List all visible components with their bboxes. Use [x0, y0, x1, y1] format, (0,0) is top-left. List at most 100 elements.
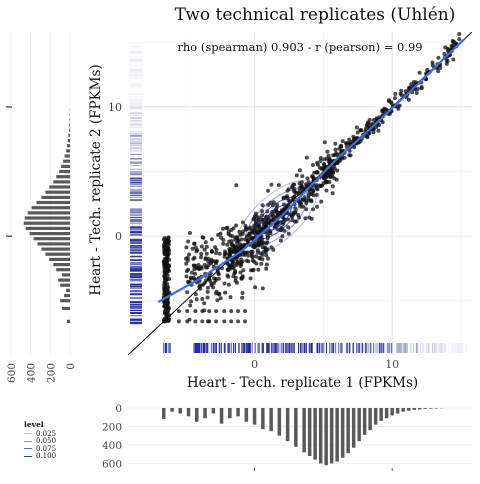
scatter-point [163, 274, 167, 278]
scatter-point [191, 276, 195, 280]
scatter-point [225, 243, 229, 247]
scatter-point [326, 171, 330, 175]
chart-subtitle: rho (spearman) 0.903 - r (pearson) = 0.9… [140, 40, 460, 54]
histogram-bar [261, 408, 265, 429]
scatter-point [295, 173, 299, 177]
histogram-bar [429, 408, 433, 409]
scatter-point [446, 59, 450, 63]
scatter-point [177, 309, 181, 313]
scatter-point [207, 309, 211, 313]
histogram-bar [69, 129, 70, 132]
histogram-bar [195, 408, 199, 422]
scatter-point [269, 183, 273, 187]
scatter-point [381, 120, 385, 124]
y-tick-label: 0 [115, 230, 122, 243]
histogram-bar [346, 408, 350, 453]
x-tick-label: 10 [385, 358, 399, 371]
scatter-point [457, 32, 461, 36]
scatter-point [339, 144, 343, 148]
scatter-point [165, 253, 169, 257]
scatter-point [165, 289, 169, 293]
scatter-point [381, 109, 385, 113]
scatter-point [193, 319, 197, 323]
histogram-bar [357, 408, 361, 441]
histogram-bar [228, 408, 232, 418]
histogram-bar [69, 123, 70, 126]
histogram-tick-label: 0 [115, 403, 122, 415]
plot-area [117, 32, 472, 365]
scatter-point [192, 242, 196, 246]
scatter-point [195, 248, 199, 252]
histogram-bar [236, 408, 240, 416]
histogram-bar [363, 408, 367, 435]
scatter-point [207, 263, 211, 267]
scatter-point [203, 263, 207, 267]
scatter-point [328, 180, 332, 184]
scatter-point [200, 319, 204, 323]
scatter-point [239, 264, 243, 268]
histogram-bar [60, 284, 70, 287]
scatter-point [346, 141, 350, 145]
scatter-point [393, 92, 397, 96]
histogram-bar [179, 408, 183, 414]
scatter-point [347, 138, 351, 142]
scatter-point [323, 140, 327, 144]
scatter-point [217, 272, 221, 276]
histogram-bar [308, 408, 312, 456]
histogram-bar [401, 408, 405, 412]
scatter-point [277, 183, 281, 187]
scatter-point [185, 269, 189, 273]
scatter-point [325, 150, 329, 154]
scatter-point [210, 282, 214, 286]
scatter-point [240, 296, 244, 300]
scatter-point [243, 309, 247, 313]
scatter-point [215, 259, 219, 263]
scatter-point [229, 319, 233, 323]
histogram-bar [203, 408, 207, 418]
scatter-point [209, 259, 213, 263]
histogram-bar [34, 237, 70, 240]
scatter-point [166, 236, 170, 240]
fit-line [158, 40, 463, 302]
scatter-point [334, 148, 338, 152]
scatter-point [393, 96, 397, 100]
scatter-point [217, 292, 221, 296]
scatter-point [341, 139, 345, 143]
histogram-bar [63, 160, 70, 163]
scatter-point [206, 290, 210, 294]
histogram-bar [319, 408, 323, 463]
scatter-point [263, 246, 267, 250]
scatter-point [177, 319, 181, 323]
histogram-bar [25, 216, 70, 219]
histogram-bar [60, 299, 70, 302]
scatter-point [340, 157, 344, 161]
scatter-point [244, 251, 248, 255]
scatter-point [310, 217, 314, 221]
histogram-bar [385, 408, 389, 418]
y-axis-label: Heart - Tech. replicate 2 (FPKMs) [88, 64, 104, 295]
histogram-bar [32, 206, 70, 209]
histogram-bar [65, 154, 70, 157]
histogram-bar [253, 408, 256, 425]
scatter-point [227, 283, 231, 287]
scatter-point [234, 183, 238, 187]
histogram-tick-label: 0 [65, 363, 77, 370]
scatter-point [264, 267, 268, 271]
scatter-point [206, 319, 210, 323]
scatter-point [356, 131, 360, 135]
scatter-point [236, 309, 240, 313]
histogram-bar [62, 307, 70, 310]
scatter-point [300, 174, 304, 178]
scatter-point [322, 181, 326, 185]
scatter-point [165, 282, 169, 286]
scatter-point [316, 163, 320, 167]
density-legend: level 0.025 0.050 0.075 0.100 [24, 420, 56, 460]
scatter-point [256, 268, 260, 272]
scatter-point [223, 250, 227, 254]
histogram-bar [220, 408, 224, 424]
scatter-point [187, 252, 191, 256]
scatter-point [213, 245, 217, 249]
scatter-point [188, 304, 192, 308]
scatter-point [307, 191, 311, 195]
scatter-point [261, 286, 265, 290]
